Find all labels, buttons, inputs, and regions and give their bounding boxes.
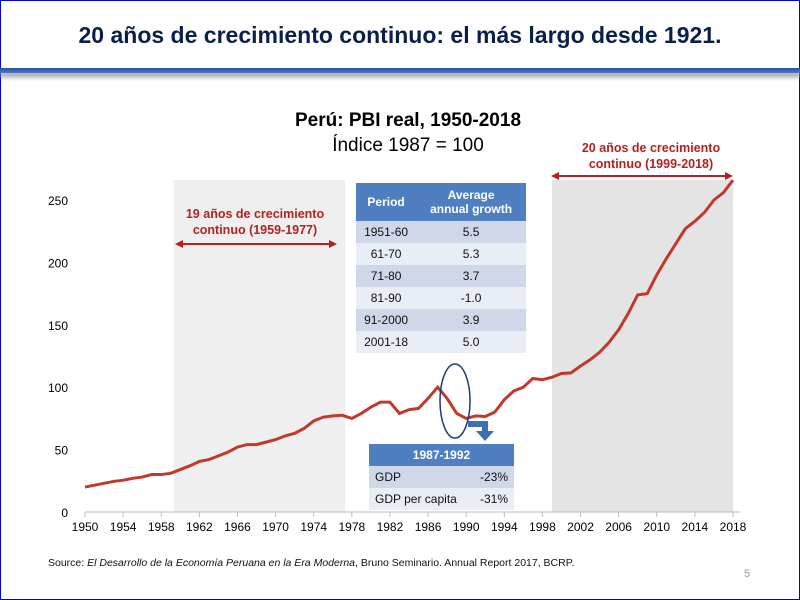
header-line: Average (447, 188, 495, 202)
title-divider (0, 68, 800, 73)
x-tick-label: 1994 (491, 520, 518, 534)
x-tick-label: 1998 (529, 520, 556, 534)
y-tick-label: 200 (48, 256, 68, 270)
x-tick-label: 2014 (682, 520, 709, 534)
arrow-down-icon (468, 421, 494, 441)
page-number: 5 (744, 568, 751, 580)
table-row: GDP per capita -31% (369, 488, 514, 510)
y-tick-label: 100 (48, 381, 68, 395)
drop-table: 1987-1992 GDP -23% GDP per capita -31% (369, 444, 514, 510)
shaded-period (173, 180, 346, 512)
y-tick-label: 150 (48, 319, 68, 333)
x-tick-label: 1978 (338, 520, 365, 534)
header-line: annual growth (430, 202, 513, 216)
slide-title: 20 años de crecimiento continuo: el más … (78, 22, 722, 48)
source-suffix: , Bruno Seminario. Annual Report 2017, B… (355, 557, 575, 569)
growth-value: 5.0 (462, 335, 480, 349)
table-row: 61-70 5.3 (356, 243, 526, 265)
period-cell: 1951-60 (364, 225, 409, 239)
x-tick-label: 1958 (148, 520, 175, 534)
drop-header: 1987-1992 (369, 444, 514, 466)
table-row: 71-80 3.7 (356, 265, 526, 287)
y-tick-label: 250 (48, 194, 68, 208)
source-note: Source: El Desarrollo de la Economía Per… (48, 557, 574, 569)
period-label: continuo (1999-2018) (589, 157, 713, 171)
x-tick-label: 1982 (377, 520, 404, 534)
change-value: -31% (479, 492, 508, 506)
growth-value: 5.3 (462, 247, 480, 261)
source-title: El Desarrollo de la Economía Peruana en … (87, 557, 356, 569)
x-tick-label: 2006 (605, 520, 632, 534)
metric-cell: GDP per capita (375, 492, 457, 506)
table-row: GDP -23% (369, 466, 514, 488)
x-tick-label: 2018 (720, 520, 747, 534)
growth-value: 3.9 (462, 313, 480, 327)
period-label: 20 años de crecimiento (582, 141, 721, 155)
period-label: 19 años de crecimiento (186, 207, 325, 221)
chart-title: Perú: PBI real, 1950-2018 (295, 110, 521, 131)
growth-table: Period Average annual growth 1951-60 5.5 61… (356, 183, 526, 353)
y-tick-label: 0 (61, 506, 68, 520)
x-tick-label: 1950 (72, 520, 99, 534)
table-row: 91-2000 3.9 (356, 309, 526, 331)
growth-value: -1.0 (460, 291, 482, 305)
x-tick-label: 1962 (186, 520, 213, 534)
growth-value: 5.5 (462, 225, 480, 239)
table-row: 1951-60 5.5 (356, 221, 526, 243)
period-cell: 81-90 (370, 291, 402, 305)
period-cell: 91-2000 (364, 313, 409, 327)
source-prefix: Source: (48, 557, 88, 569)
x-tick-label: 1986 (415, 520, 442, 534)
change-value: -23% (479, 470, 508, 484)
table-row: 81-90 -1.0 (356, 287, 526, 309)
chart-subtitle: Índice 1987 = 100 (332, 135, 484, 156)
table-row: 2001-18 5.0 (356, 331, 526, 353)
x-tick-label: 2002 (567, 520, 594, 534)
x-tick-label: 2010 (643, 520, 670, 534)
period-cell: 2001-18 (364, 335, 409, 349)
period-cell: 71-80 (370, 269, 402, 283)
x-tick-label: 1966 (224, 520, 251, 534)
x-tick-label: 1990 (453, 520, 480, 534)
x-tick-label: 1974 (300, 520, 327, 534)
growth-value: 3.7 (462, 269, 480, 283)
x-tick-label: 1970 (262, 520, 289, 534)
shaded-period (551, 180, 733, 512)
period-label: continuo (1959-1977) (193, 223, 317, 237)
metric-cell: GDP (375, 470, 402, 484)
header-period: Period (356, 183, 417, 221)
x-tick-label: 1954 (110, 520, 137, 534)
y-tick-label: 50 (55, 444, 69, 458)
gdp-line (84, 179, 735, 489)
highlight-ellipse (439, 363, 471, 439)
period-cell: 61-70 (370, 247, 402, 261)
header-growth: Average annual growth (416, 183, 526, 221)
